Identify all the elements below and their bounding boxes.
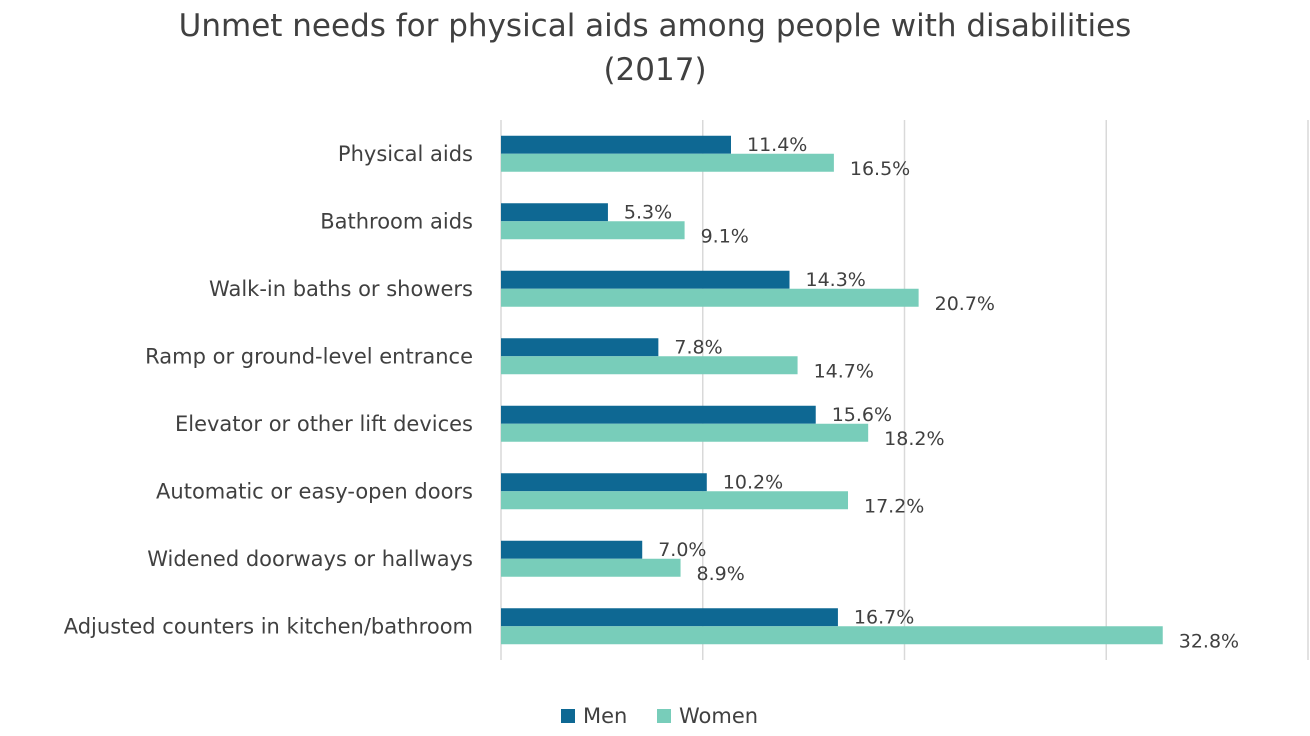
data-label: 16.5% (850, 158, 910, 180)
data-label: 11.4% (747, 134, 807, 156)
bar-women (501, 423, 869, 442)
data-label: 7.8% (674, 336, 722, 358)
category-label: Elevator or other lift devices (175, 412, 473, 436)
bar-men (501, 405, 816, 424)
category-label: Bathroom aids (320, 209, 473, 233)
data-label: 5.3% (624, 201, 672, 223)
data-label: 20.7% (935, 293, 995, 315)
bar-women (501, 558, 681, 577)
bar-men (501, 135, 731, 154)
data-label: 14.3% (806, 269, 866, 291)
data-label: 32.8% (1179, 630, 1239, 652)
bar-men (501, 540, 643, 559)
data-label: 9.1% (701, 225, 749, 247)
category-label: Automatic or easy-open doors (156, 479, 473, 503)
legend-label-men: Men (583, 704, 627, 728)
data-label: 17.2% (864, 495, 924, 517)
bar-men (501, 608, 838, 627)
category-label: Walk-in baths or showers (209, 277, 473, 301)
chart-title: Unmet needs for physical aids among peop… (178, 8, 1132, 44)
category-label: Ramp or ground-level entrance (145, 344, 473, 368)
data-label: 10.2% (723, 471, 783, 493)
chart-title-year: (2017) (603, 52, 707, 88)
bar-men (501, 203, 608, 222)
bar-men (501, 473, 707, 492)
category-label: Physical aids (338, 142, 473, 166)
bar-women (501, 491, 849, 510)
bar-men (501, 270, 790, 289)
bar-women (501, 626, 1163, 645)
category-label: Widened doorways or hallways (147, 547, 473, 571)
bar-women (501, 288, 919, 307)
legend-swatch-women (657, 709, 671, 723)
legend-label-women: Women (679, 704, 758, 728)
data-label: 18.2% (884, 428, 944, 450)
bar-women (501, 356, 798, 375)
bar-women (501, 221, 685, 240)
data-label: 14.7% (814, 360, 874, 382)
bar-women (501, 153, 834, 172)
category-label: Adjusted counters in kitchen/bathroom (64, 614, 473, 638)
data-label: 7.0% (658, 539, 706, 561)
legend-swatch-men (561, 709, 575, 723)
bar-men (501, 338, 659, 357)
data-label: 16.7% (854, 606, 914, 628)
data-label: 15.6% (832, 404, 892, 426)
data-label: 8.9% (697, 563, 745, 585)
